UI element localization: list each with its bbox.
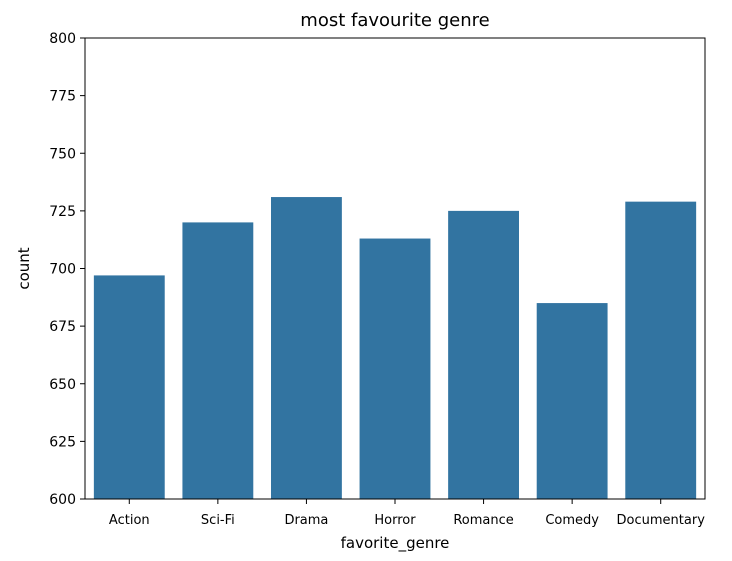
bar-documentary — [625, 201, 697, 499]
x-tick-label: Comedy — [545, 513, 599, 528]
x-tick-label: Action — [109, 513, 150, 528]
x-tick-label: Drama — [284, 513, 328, 528]
x-tick-label: Horror — [374, 513, 416, 528]
y-axis-label: count — [15, 247, 33, 289]
bar-romance — [448, 210, 519, 500]
y-tick-label: 750 — [49, 146, 76, 162]
chart-title: most favourite genre — [300, 10, 489, 31]
x-tick-label: Romance — [453, 513, 513, 528]
y-tick-label: 800 — [49, 31, 76, 47]
bar-sci-fi — [182, 222, 254, 499]
x-tick-label: Documentary — [617, 513, 706, 528]
bar-comedy — [536, 303, 608, 499]
x-tick-label: Sci-Fi — [201, 513, 235, 528]
y-tick-label: 600 — [49, 492, 76, 508]
x-axis-ticks: Action Sci-Fi Drama Horror Romance Comedy Docu… — [109, 499, 705, 528]
y-tick-label: 625 — [49, 434, 76, 450]
bar-action — [93, 275, 165, 499]
y-tick-label: 725 — [49, 204, 76, 220]
y-tick-label: 675 — [49, 319, 76, 335]
y-tick-label: 650 — [49, 377, 76, 393]
bars-group — [93, 197, 697, 500]
x-axis-label: favorite_genre — [341, 534, 450, 553]
y-tick-label: 775 — [49, 89, 76, 105]
y-tick-label: 700 — [49, 262, 76, 278]
bar-drama — [271, 197, 342, 500]
plot-frame — [84, 37, 706, 500]
bar-horror — [359, 238, 431, 500]
y-axis-ticks: 600 625 650 675 700 725 750 775 800 — [49, 31, 85, 508]
